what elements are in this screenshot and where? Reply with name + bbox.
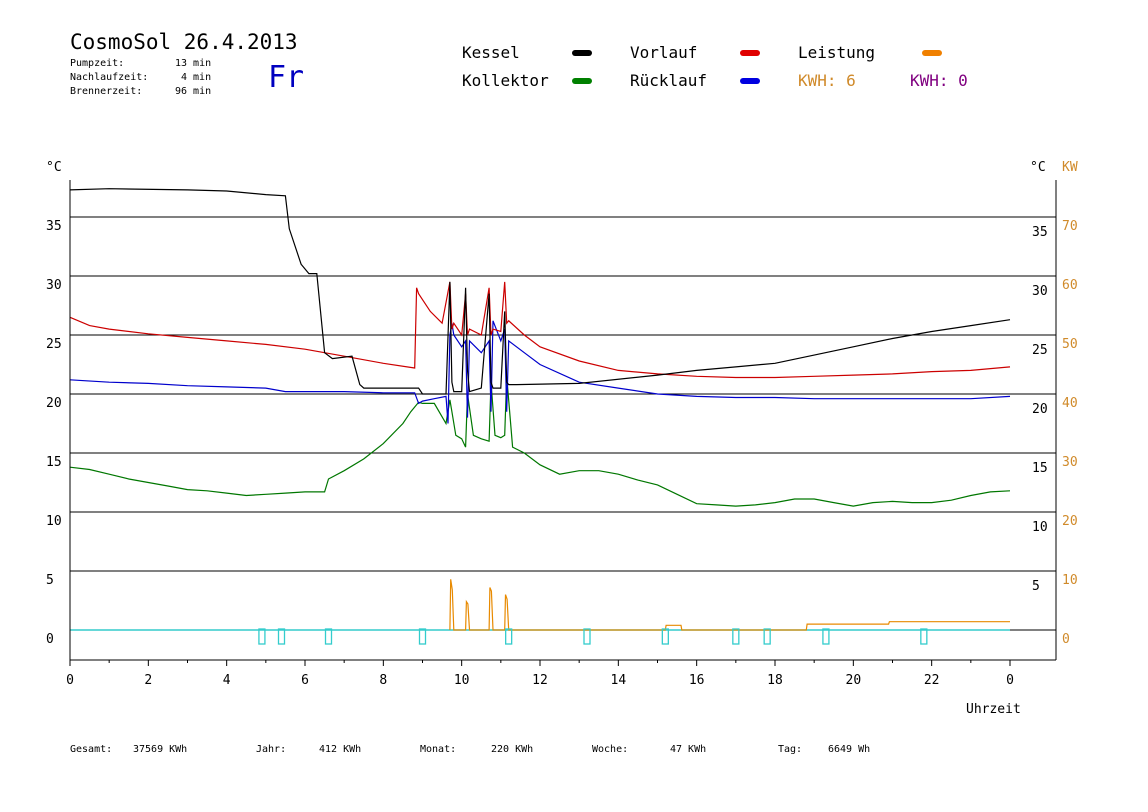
- stat-pump-value: 13 min: [175, 58, 212, 69]
- pump-marker: [661, 628, 669, 645]
- y-tick-label-right: 10: [1032, 520, 1048, 535]
- x-tick-label: 10: [454, 673, 470, 688]
- footer-monat-label: Monat:: [420, 744, 457, 755]
- footer-gesamt-value: 37569 KWh: [133, 744, 188, 755]
- y-tick-label-power: 30: [1062, 455, 1078, 470]
- y-tick-label-left: 15: [46, 455, 62, 470]
- y-tick-label-left: 20: [46, 396, 62, 411]
- page-title: CosmoSol 26.4.2013: [70, 30, 298, 54]
- footer-jahr-label: Jahr:: [256, 744, 287, 755]
- footer-monat-value: 220 KWh: [491, 744, 534, 755]
- pump-markers: [258, 628, 928, 645]
- chart-axes: [69, 180, 1057, 666]
- chart-grid: [70, 216, 1056, 631]
- series-line-ruecklauf: [69, 320, 1011, 424]
- stat-nachlauf-label: Nachlaufzeit:: [70, 72, 149, 83]
- y-tick-label-left: 5: [46, 573, 54, 588]
- y-tick-label-right: 25: [1032, 343, 1048, 358]
- pump-marker: [583, 628, 591, 645]
- x-axis-label: Uhrzeit: [966, 702, 1021, 717]
- y-tick-label-left: 30: [46, 278, 62, 293]
- legend-kollektor-swatch: [572, 78, 592, 84]
- chart-tick-labels: 0 2 4 6 8 10 12 14 16 18 20 22 0 0 5 10 15 20 25 30 35 10 15 20…: [46, 219, 1078, 688]
- y-tick-label-power: 70: [1062, 219, 1078, 234]
- x-tick-label: 22: [924, 673, 940, 688]
- stat-nachlauf-value: 4 min: [181, 72, 212, 83]
- pump-marker: [418, 628, 427, 645]
- legend-kessel-swatch: [572, 50, 592, 56]
- pump-marker: [324, 628, 333, 645]
- y-tick-label-left: 10: [46, 514, 62, 529]
- y-tick-label-left: 35: [46, 219, 62, 234]
- pump-marker: [505, 628, 513, 645]
- y-tick-label-right: 15: [1032, 461, 1048, 476]
- x-tick-label: 4: [223, 673, 231, 688]
- y-tick-label-right: 30: [1032, 284, 1048, 299]
- x-tick-label: 20: [846, 673, 862, 688]
- weekday-label: Fr: [268, 60, 305, 95]
- legend-leistung-swatch: [922, 50, 942, 56]
- y-tick-label-power: 50: [1062, 337, 1078, 352]
- y-tick-label-power: 20: [1062, 514, 1078, 529]
- pump-marker: [277, 628, 286, 645]
- pump-marker: [732, 628, 740, 645]
- x-tick-label: 12: [532, 673, 548, 688]
- y-tick-label-power: 60: [1062, 278, 1078, 293]
- x-tick-label: 18: [767, 673, 783, 688]
- legend-leistung-label: Leistung: [798, 43, 876, 62]
- y-tick-label-power: 0: [1062, 632, 1070, 647]
- y-tick-label-left: 0: [46, 632, 54, 647]
- y-tick-label-right: 35: [1032, 225, 1048, 240]
- x-tick-label: 6: [301, 673, 309, 688]
- x-tick-label: 0: [1006, 673, 1014, 688]
- y-tick-label-power: 10: [1062, 573, 1078, 588]
- kwh-second-label: KWH: 0: [910, 71, 968, 90]
- footer-jahr-value: 412 KWh: [319, 744, 362, 755]
- series-line-leistung: [449, 579, 1010, 631]
- pump-marker: [258, 628, 266, 645]
- x-tick-label: 8: [379, 673, 387, 688]
- y-tick-label-right: 20: [1032, 402, 1048, 417]
- legend-ruecklauf-swatch: [740, 78, 760, 84]
- footer-woche-label: Woche:: [592, 744, 629, 755]
- legend-vorlauf-swatch: [740, 50, 760, 56]
- y-axis-unit-right: °C: [1030, 160, 1046, 175]
- y-axis-unit-power: KW: [1062, 160, 1078, 175]
- legend-kessel-label: Kessel: [462, 43, 520, 62]
- stat-brenner-label: Brennerzeit:: [70, 86, 143, 97]
- footer-tag-label: Tag:: [778, 744, 803, 755]
- y-tick-label-right: 5: [1032, 579, 1040, 594]
- pump-marker: [920, 628, 928, 645]
- pump-marker: [822, 628, 830, 645]
- stat-pump-label: Pumpzeit:: [70, 58, 125, 69]
- pump-marker: [763, 628, 771, 645]
- series-line-kessel: [69, 188, 1011, 395]
- stat-brenner-value: 96 min: [175, 86, 212, 97]
- y-tick-label-power: 40: [1062, 396, 1078, 411]
- chart-series: [69, 188, 1011, 631]
- x-tick-label: 0: [66, 673, 74, 688]
- y-tick-label-left: 25: [46, 337, 62, 352]
- x-tick-label: 16: [689, 673, 705, 688]
- y-axis-unit-left: °C: [46, 160, 62, 175]
- x-tick-label: 2: [144, 673, 152, 688]
- series-line-vorlauf: [69, 281, 1011, 379]
- series-line-kollektor: [69, 376, 1011, 507]
- legend-kollektor-label: Kollektor: [462, 71, 549, 90]
- kwh-solar-label: KWH: 6: [798, 71, 856, 90]
- legend-ruecklauf-label: Rücklauf: [630, 71, 708, 90]
- footer-tag-value: 6649 Wh: [828, 744, 871, 755]
- legend-vorlauf-label: Vorlauf: [630, 43, 698, 62]
- x-tick-label: 14: [611, 673, 627, 688]
- footer-woche-value: 47 KWh: [670, 744, 707, 755]
- footer-gesamt-label: Gesamt:: [70, 744, 113, 755]
